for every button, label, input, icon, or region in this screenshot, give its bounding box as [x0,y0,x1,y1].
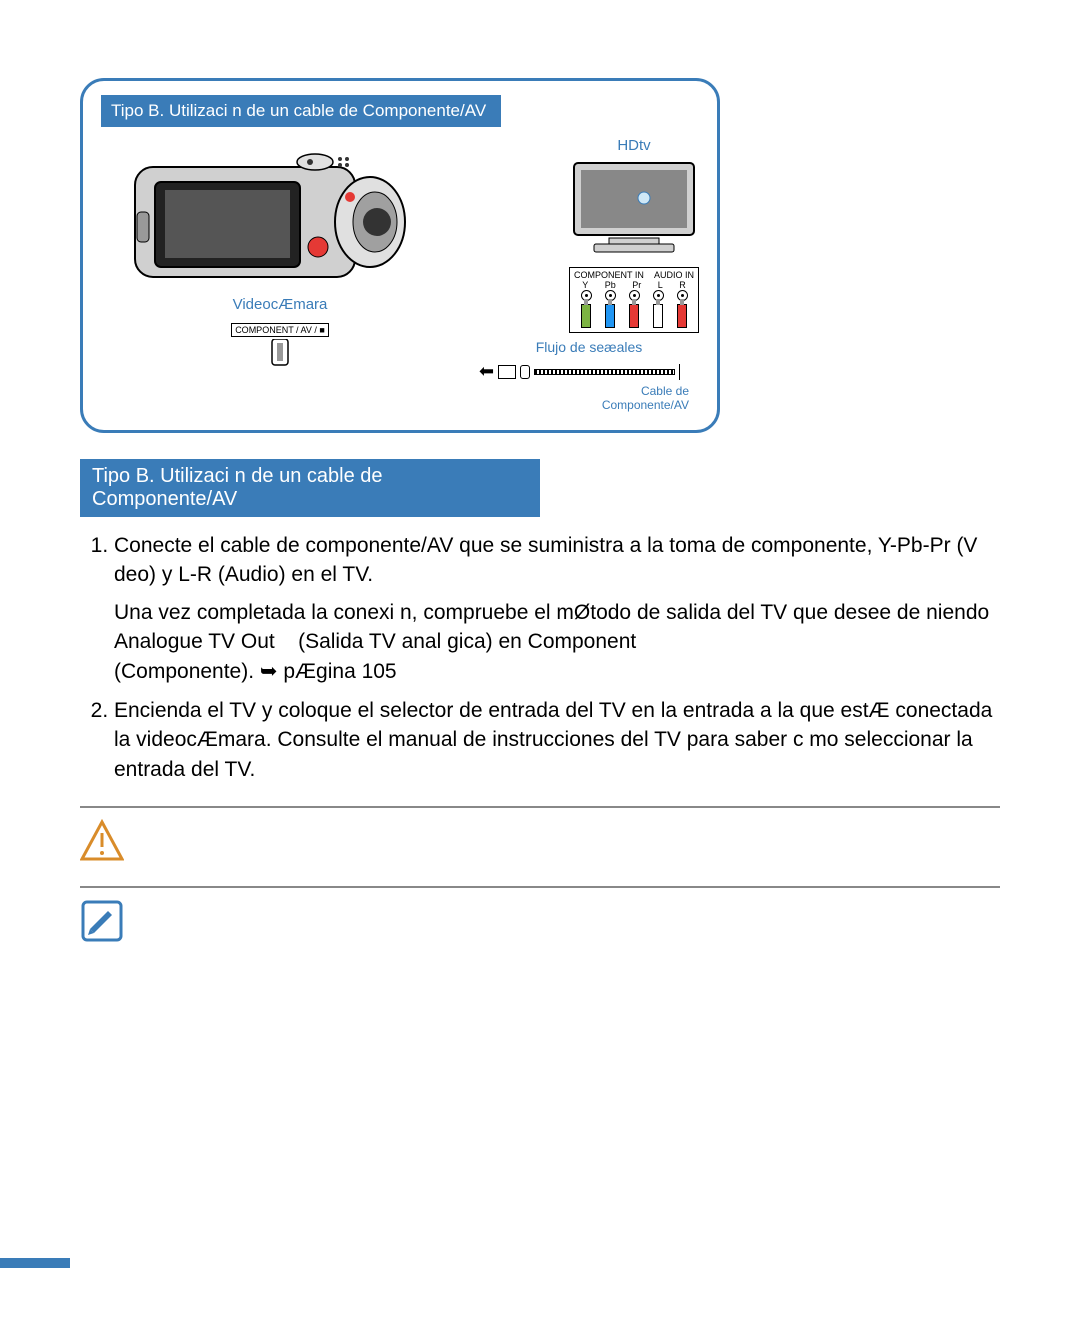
rca-plug-blue-icon [605,304,615,328]
camcorder-label: VideocÆmara [101,296,459,313]
caution-row [80,818,1000,864]
page-ref-arrow-icon: ➥ [260,660,278,683]
step1b-q1: Analogue TV Out [114,630,275,653]
step1b-prefix: Una vez completada la conexi n, comprueb… [114,601,989,624]
divider [80,886,1000,888]
connector-icon [498,365,516,379]
port-label-pr: Pr [632,280,641,290]
tv-ports-box: COMPONENT IN AUDIO IN Y Pb Pr L R [569,267,699,333]
step1b-suffix-b: pÆgina 105 [283,660,396,683]
diagram-body: VideocÆmara COMPONENT / AV / ■ HDtv [101,137,699,412]
step2-text: Encienda el TV y coloque el selector de … [114,699,992,781]
cable-sub-label: Cable de Componente/AV [479,384,699,412]
rca-plug-white-icon [653,304,663,328]
note-row [80,898,1000,944]
rca-plug-red-icon [629,304,639,328]
tv-illustration [569,158,699,258]
step1-subnote: Una vez completada la conexi n, comprueb… [114,598,1000,686]
note-pencil-icon [80,899,124,943]
page-footer [0,1256,1080,1268]
cable-flow-area: HDtv COMPONENT IN AUDIO IN Y Pb [479,137,699,412]
step1b-q2: Component [528,630,637,653]
port-label-r: R [679,280,686,290]
cable-label-line1: Cable de [641,384,689,398]
step1b-mid: (Salida TV anal gica) en [298,630,528,653]
caution-triangle-icon [80,819,124,863]
step1b-suffix-a: (Componente). [114,660,260,683]
rca-plug-red-icon [677,304,687,328]
rca-plug-green-icon [581,304,591,328]
arrow-left-icon: ⬅ [479,361,494,382]
cable-line: ⬅ [479,361,699,382]
port-label-l: L [658,280,663,290]
cable-wire-icon [534,369,675,375]
jack-icon [520,365,530,379]
divider [80,806,1000,808]
step1-text: Conecte el cable de componente/AV que se… [114,534,977,586]
instruction-step-1: Conecte el cable de componente/AV que se… [114,531,1000,686]
ports-header-audio: AUDIO IN [654,270,694,280]
footer-accent-bar [0,1258,70,1268]
component-av-chip: COMPONENT / AV / ■ [231,323,329,337]
cable-split-icon [679,364,699,380]
camcorder-port-icon [250,339,310,375]
ports-header-component: COMPONENT IN [574,270,644,280]
diagram-header: Tipo B. Utilizaci n de un cable de Compo… [101,95,501,127]
connection-diagram: Tipo B. Utilizaci n de un cable de Compo… [80,78,720,433]
port-label-pb: Pb [605,280,616,290]
tv-label: HDtv [569,137,699,154]
instruction-step-2: Encienda el TV y coloque el selector de … [114,696,1000,784]
signal-flow-label: Flujo de seæales [479,339,699,355]
cable-label-line2: Componente/AV [602,398,689,412]
camcorder-illustration [125,137,435,287]
tv-area: HDtv COMPONENT IN AUDIO IN Y Pb [569,137,699,333]
port-label-y: Y [582,280,588,290]
sub-section-header: Tipo B. Utilizaci n de un cable de Compo… [80,459,540,517]
port-labels-row: Y Pb Pr L R [574,280,694,290]
instructions-list: Conecte el cable de componente/AV que se… [80,531,1000,784]
cable-plugs-row [574,304,694,328]
camcorder-area: VideocÆmara COMPONENT / AV / ■ [101,137,459,380]
